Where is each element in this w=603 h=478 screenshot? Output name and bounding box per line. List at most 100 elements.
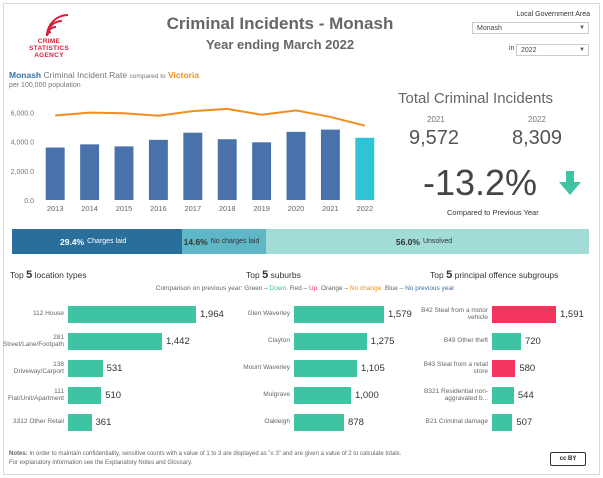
monash-rate-bar bbox=[286, 131, 306, 200]
dashboard-frame bbox=[3, 3, 600, 475]
total-curr-value: 8,309 bbox=[512, 127, 563, 149]
monash-rate-bar bbox=[148, 139, 168, 200]
bar-label: Oakleigh bbox=[264, 418, 290, 426]
bar[interactable] bbox=[68, 333, 162, 350]
bar[interactable] bbox=[68, 360, 103, 377]
logo-signal-icon bbox=[46, 14, 69, 37]
x-tick-label: 2014 bbox=[81, 204, 98, 213]
y-tick-label: 2,000.0 bbox=[11, 169, 34, 176]
bar[interactable] bbox=[294, 360, 357, 377]
bar[interactable] bbox=[294, 306, 384, 323]
rate-chart-subtitle: per 100,000 population bbox=[9, 82, 81, 89]
crime-statistics-agency-logo[interactable]: CRIME STATISTICS AGENCY bbox=[14, 12, 84, 64]
y-tick-label: 0.0 bbox=[24, 198, 34, 205]
status-segment[interactable]: 14.6% No charges laid bbox=[181, 229, 266, 254]
page-subtitle: Year ending March 2022 bbox=[205, 37, 355, 52]
compared-label: Compared to Previous Year bbox=[447, 208, 539, 217]
rate-chart-title: Monash Criminal Incident Rate compared t… bbox=[9, 70, 200, 80]
bar-value: 1,105 bbox=[360, 363, 385, 374]
y-tick-label: 4,000.0 bbox=[11, 140, 34, 147]
percent-change: -13.2% bbox=[423, 162, 538, 203]
year-select[interactable]: 2022 ▼ bbox=[516, 44, 589, 56]
bar-label: Clayton bbox=[267, 337, 290, 345]
bar[interactable] bbox=[492, 306, 556, 323]
bar[interactable] bbox=[492, 333, 521, 350]
status-percent: 29.4% bbox=[60, 236, 85, 247]
bar-value: 531 bbox=[106, 363, 123, 374]
status-segment[interactable]: 56.0% Unsolved bbox=[265, 229, 589, 254]
bar[interactable] bbox=[68, 387, 102, 404]
bar-label: B49 Other theft bbox=[443, 337, 488, 345]
monash-rate-bar bbox=[183, 132, 203, 200]
lga-select-value: Monash bbox=[477, 25, 502, 32]
notes-label: Notes: bbox=[9, 451, 28, 457]
monash-rate-bar bbox=[80, 144, 100, 200]
lga-filter-label: Local Government Area bbox=[516, 11, 590, 18]
bar[interactable] bbox=[68, 414, 92, 431]
down-arrow-icon bbox=[559, 171, 581, 195]
bar[interactable] bbox=[68, 306, 196, 323]
status-percent: 56.0% bbox=[395, 236, 420, 247]
bar-label: B321 Residential non-aggravated b... bbox=[424, 387, 488, 403]
chevron-down-icon: ▼ bbox=[579, 47, 585, 53]
logo-wordmark: CRIME STATISTICS AGENCY bbox=[29, 38, 69, 59]
y-tick-label: 6,000.0 bbox=[11, 111, 34, 118]
cc-license-badge[interactable]: cc BY bbox=[550, 452, 586, 466]
bar-label: 112 House bbox=[33, 310, 64, 318]
chevron-down-icon: ▼ bbox=[579, 25, 585, 31]
bar[interactable] bbox=[294, 414, 345, 431]
bar-label: 3312 Other Retail bbox=[13, 418, 64, 426]
bar-label: Mount Waverley bbox=[243, 364, 290, 372]
lga-select[interactable]: Monash ▼ bbox=[472, 22, 589, 34]
section-title-offences: Top 5 principal offence subgroups bbox=[430, 269, 559, 281]
bar[interactable] bbox=[492, 387, 514, 404]
bar[interactable] bbox=[492, 360, 516, 377]
bar-value: 361 bbox=[95, 417, 112, 428]
status-label: Unsolved bbox=[422, 238, 453, 245]
notes: Notes: In order to maintain confidential… bbox=[9, 450, 499, 468]
bar-label: 138 Driveway/Carport bbox=[13, 360, 64, 376]
x-tick-label: 2018 bbox=[219, 204, 236, 213]
year-filter-label: in bbox=[509, 45, 515, 52]
bar-value: 1,579 bbox=[388, 309, 412, 320]
totals-title: Total Criminal Incidents bbox=[398, 90, 554, 107]
x-tick-label: 2016 bbox=[150, 204, 167, 213]
notes-line-2[interactable]: For explanatory information see the Expl… bbox=[9, 460, 193, 466]
bar-value: 1,591 bbox=[560, 309, 584, 320]
bar-value: 1,000 bbox=[354, 390, 379, 401]
bar-label: B42 Steal from a motor vehicle bbox=[421, 306, 488, 322]
bar-label: 281 Street/Lane/Footpath bbox=[2, 333, 64, 349]
x-tick-label: 2013 bbox=[47, 204, 64, 213]
page-title: Criminal Incidents - Monash bbox=[166, 14, 394, 33]
bar-value: 507 bbox=[516, 417, 533, 428]
monash-rate-bar bbox=[320, 129, 340, 200]
bar-value: 544 bbox=[517, 390, 534, 401]
bar-value: 720 bbox=[524, 336, 541, 347]
bar-value: 1,275 bbox=[370, 336, 395, 347]
monash-rate-bar bbox=[114, 146, 134, 200]
rate-chart[interactable]: 0.0 2,000.0 4,000.0 6,000.0 2013 2014 2015 2016… bbox=[0, 92, 390, 220]
x-tick-label: 2015 bbox=[116, 204, 133, 213]
investigation-status-bar[interactable]: 29.4% Charges laid 14.6% No charges laid 56.… bbox=[12, 229, 589, 254]
status-label: Charges laid bbox=[87, 238, 127, 245]
bar-value: 1,442 bbox=[165, 336, 190, 347]
status-segment[interactable]: 29.4% Charges laid bbox=[12, 229, 182, 254]
year-prev-label: 2021 bbox=[427, 115, 445, 124]
notes-line-1: In order to maintain confidentiality, se… bbox=[29, 451, 402, 457]
x-tick-label: 2017 bbox=[184, 204, 201, 213]
bar-value: 580 bbox=[519, 363, 536, 374]
status-label: No charges laid bbox=[210, 238, 260, 245]
x-tick-label: 2019 bbox=[253, 204, 270, 213]
bar[interactable] bbox=[294, 387, 351, 404]
monash-rate-bar bbox=[252, 142, 272, 200]
bar-label: B21 Criminal damage bbox=[425, 418, 488, 426]
bar[interactable] bbox=[492, 414, 513, 431]
bar-value: 1,964 bbox=[200, 309, 224, 320]
bar[interactable] bbox=[294, 333, 367, 350]
year-curr-label: 2022 bbox=[528, 115, 546, 124]
x-tick-label: 2021 bbox=[322, 204, 339, 213]
section-title-suburbs: Top 5 suburbs bbox=[246, 269, 301, 281]
bar-value: 510 bbox=[105, 390, 122, 401]
comparison-legend: Comparison on previous year: Green – Dow… bbox=[155, 285, 455, 292]
x-tick-label: 2020 bbox=[288, 204, 305, 213]
